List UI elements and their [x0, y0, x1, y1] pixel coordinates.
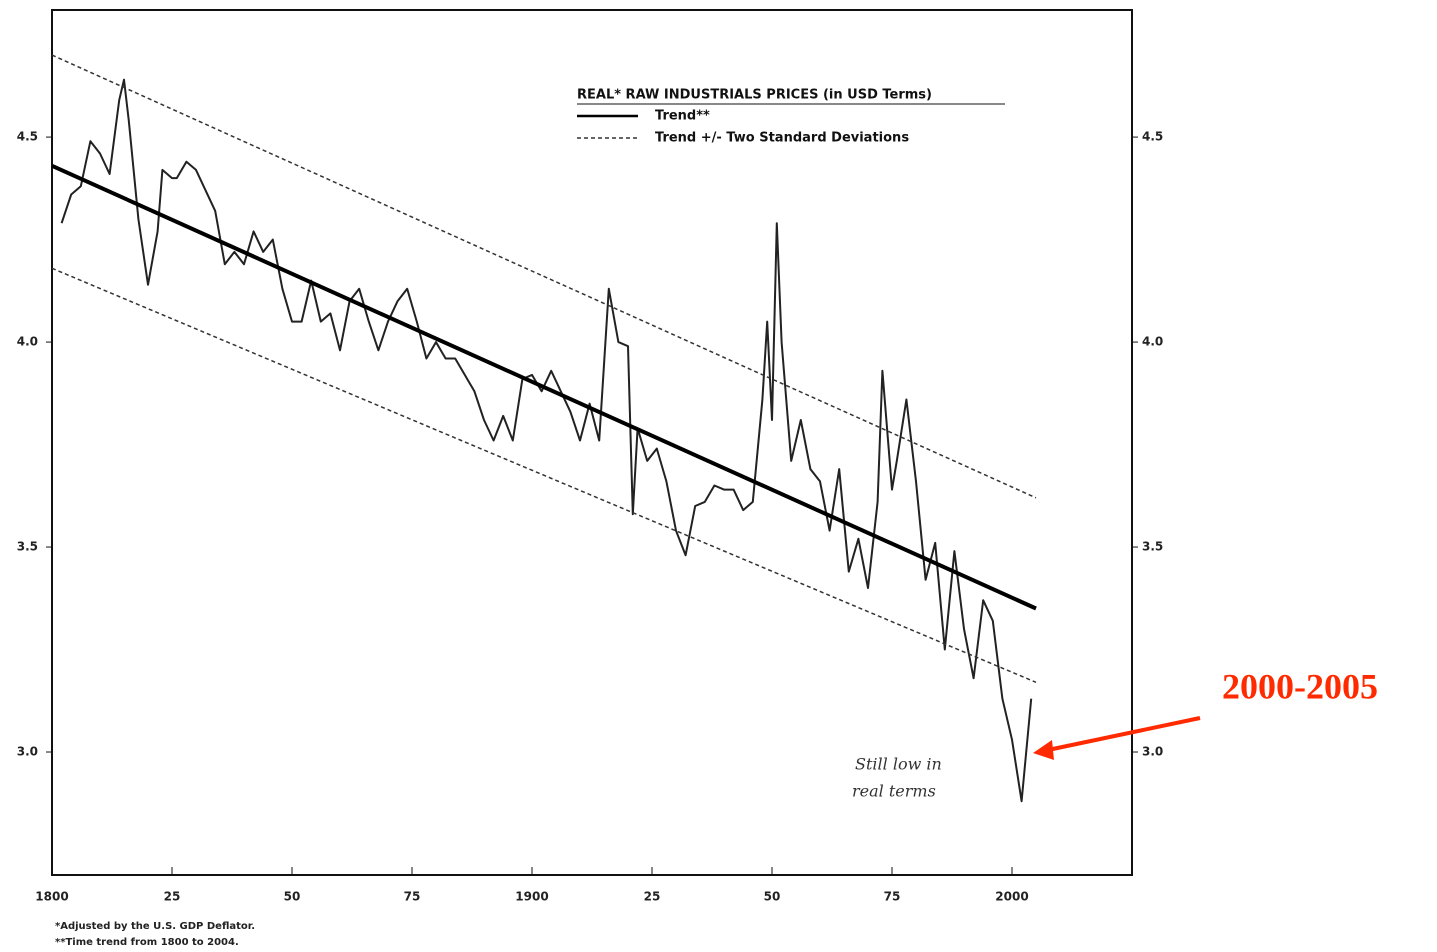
y-tick-label: 4.0: [17, 335, 38, 349]
annotation: real terms: [852, 782, 936, 801]
legend-label: Trend**: [655, 109, 710, 124]
trend-line: [51, 163, 1037, 611]
footnote: **Time trend from 1800 to 2004.: [55, 937, 239, 948]
x-tick-label: 25: [164, 890, 181, 904]
x-tick-label: 1800: [35, 890, 68, 904]
footnote: *Adjusted by the U.S. GDP Deflator.: [55, 921, 255, 932]
legend-title: REAL* RAW INDUSTRIALS PRICES (in USD Ter…: [577, 88, 932, 103]
x-tick-label: 50: [764, 890, 781, 904]
callout-arrow: [1047, 716, 1201, 752]
plot-frame: [51, 9, 1133, 876]
y2-tick-label: 4.5: [1142, 130, 1163, 144]
x-tick-label: 75: [404, 890, 421, 904]
y2-tick-label: 3.5: [1142, 540, 1163, 554]
y-tick-label: 3.5: [17, 540, 38, 554]
x-tick-label: 25: [644, 890, 661, 904]
x-tick-label: 75: [884, 890, 901, 904]
legend-label: Trend +/- Two Standard Deviations: [655, 131, 909, 146]
annotation: Still low in: [855, 755, 942, 774]
x-tick-label: 50: [284, 890, 301, 904]
y2-tick-label: 4.0: [1142, 335, 1163, 349]
callout-arrowhead: [1033, 740, 1054, 760]
y2-tick-label: 3.0: [1142, 745, 1163, 759]
band-line: [51, 54, 1037, 499]
x-tick-label: 1900: [515, 890, 548, 904]
x-tick-label: 2000: [995, 890, 1028, 904]
y-tick-label: 3.0: [17, 745, 38, 759]
callout-label: 2000-2005: [1222, 666, 1378, 706]
y-tick-label: 4.5: [17, 130, 38, 144]
price-line: [60, 78, 1033, 803]
band-line: [51, 267, 1037, 683]
